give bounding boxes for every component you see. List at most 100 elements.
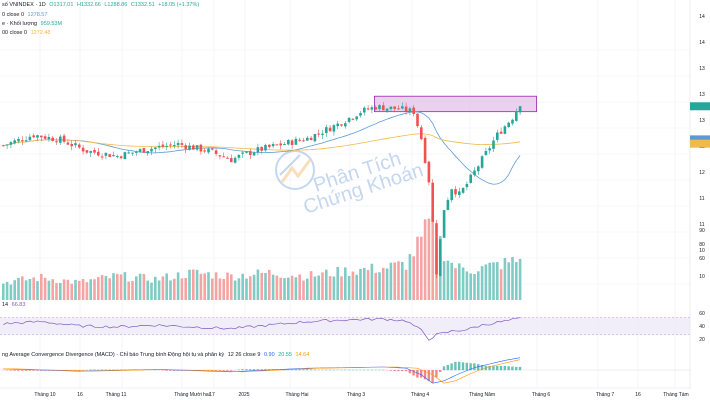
candle [465, 184, 469, 188]
candle [74, 143, 77, 146]
macd-histogram-bar [13, 370, 16, 371]
candle [480, 156, 484, 168]
candle [36, 135, 39, 138]
volume-bar [294, 277, 298, 300]
watermark-logo-icon [275, 150, 315, 190]
volume-bar [59, 283, 62, 300]
volume-bar [218, 278, 222, 300]
price-axis-tick: 14 [699, 40, 705, 46]
macd-histogram-bar [226, 370, 229, 371]
volume-bar [287, 277, 290, 300]
volume-bar [454, 268, 457, 300]
volume-bar [309, 271, 313, 300]
macd-histogram-bar [401, 370, 404, 372]
volume-value: 959.53M [40, 21, 63, 27]
candle [127, 152, 130, 154]
candle [515, 111, 518, 121]
macd-histogram-bar [397, 370, 400, 372]
candle [28, 136, 32, 141]
candle [218, 155, 222, 157]
macd-histogram-bar [477, 364, 480, 371]
volume-bar [397, 261, 400, 300]
candle [477, 166, 480, 172]
volume-bar [507, 262, 510, 300]
volume-bar [264, 272, 267, 300]
ma2-legend[interactable]: 00 close 0 1272.48 [2, 30, 53, 37]
macd-histogram-bar [268, 369, 271, 371]
macd-histogram-bar [256, 369, 259, 371]
volume-bar [89, 279, 92, 300]
volume-axis-tick: 80 [699, 242, 705, 248]
candle [347, 117, 351, 122]
candle [401, 106, 404, 109]
time-axis-label: Tháng 3 [347, 392, 366, 398]
candle [321, 133, 324, 135]
candle [100, 156, 104, 158]
macd-histogram-bar [173, 370, 176, 371]
candle [458, 191, 461, 195]
candle [268, 144, 271, 147]
macd-histogram-bar [222, 370, 225, 371]
candle [317, 133, 320, 135]
volume-bar [116, 273, 119, 300]
volume-bar [313, 276, 317, 300]
macd-histogram-bar [264, 369, 267, 371]
volume-bar [416, 236, 419, 300]
volume-legend[interactable]: e · Khối lượng 959.53M [2, 21, 64, 28]
symbol-legend[interactable]: số VNINDEX · 1D O1317.01 H1332.66 L1288.… [2, 2, 201, 9]
candle [43, 136, 47, 139]
macd-histogram-bar [249, 369, 252, 371]
ohlc-low: L1288.86 [104, 2, 128, 8]
candle [344, 123, 347, 127]
macd-histogram-bar [104, 369, 107, 371]
macd-histogram-bar [458, 361, 461, 371]
volume-bar [328, 276, 332, 300]
candle [279, 143, 282, 146]
rsi-value: 66.83 [11, 302, 26, 308]
volume-bar [404, 269, 408, 300]
rsi-legend[interactable]: 14 66.83 [2, 302, 27, 309]
volume-bar [93, 279, 96, 300]
volume-bar [173, 278, 176, 300]
candle [138, 149, 142, 152]
volume-bar [332, 276, 336, 300]
volume-bar [43, 277, 47, 300]
candle [9, 142, 13, 145]
price-axis-tick: 11 [699, 222, 704, 228]
ma1-legend[interactable]: 0 close 0 1278.57 [2, 12, 49, 19]
candle [492, 140, 495, 149]
volume-bar [199, 273, 203, 300]
candle [420, 127, 423, 140]
volume-bar [17, 277, 20, 300]
macd-histogram-bar [393, 370, 396, 372]
volume-bar [283, 278, 286, 300]
candle [119, 156, 123, 159]
candle [176, 142, 180, 146]
macd-v2: 20.55 [278, 352, 292, 358]
macd-legend[interactable]: ng Average Convergence Divergence (MACD)… [2, 352, 311, 359]
volume-bar [195, 269, 199, 300]
time-axis-label: Tháng Năm [469, 392, 495, 398]
candle [81, 147, 85, 152]
candle [123, 152, 127, 160]
volume-bar [112, 273, 115, 300]
rsi-band [0, 317, 690, 335]
macd-histogram-bar [294, 369, 297, 371]
volume-bar [13, 280, 16, 300]
volume-bar [492, 262, 495, 300]
macd-histogram-bar [404, 370, 408, 372]
time-axis-label: 16 [635, 392, 641, 398]
volume-bar [321, 272, 324, 300]
candle [157, 145, 161, 148]
candle [359, 112, 362, 116]
candle [93, 149, 96, 153]
volume-bar [180, 278, 184, 300]
volume-bar [351, 271, 355, 300]
candle [397, 108, 400, 110]
macd-histogram-bar [465, 362, 468, 371]
time-axis-label: Tháng 6 [532, 392, 551, 398]
candle [374, 107, 377, 110]
macd-histogram-bar [309, 369, 313, 371]
volume-bar [374, 272, 377, 300]
